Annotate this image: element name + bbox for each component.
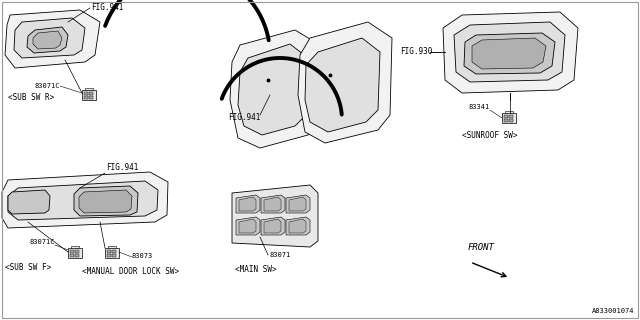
Bar (70, 250, 74, 253)
Text: 83071C: 83071C (35, 83, 60, 89)
Bar (504, 119, 508, 122)
Polygon shape (5, 10, 100, 68)
Polygon shape (14, 18, 85, 58)
Text: 83073: 83073 (132, 253, 153, 259)
Bar (504, 115, 508, 118)
Text: 83071C: 83071C (29, 239, 55, 245)
Polygon shape (230, 30, 320, 148)
Text: <SUB SW F>: <SUB SW F> (5, 263, 51, 273)
Bar (107, 250, 111, 253)
Polygon shape (289, 219, 306, 233)
Polygon shape (261, 195, 285, 213)
Polygon shape (286, 195, 310, 213)
Polygon shape (472, 38, 546, 69)
Polygon shape (464, 33, 555, 74)
Bar (89, 92, 93, 95)
Polygon shape (236, 217, 260, 235)
Bar (71, 245, 79, 248)
Bar (502, 113, 516, 123)
Text: FRONT: FRONT (468, 244, 495, 252)
Polygon shape (2, 172, 168, 228)
Bar (112, 250, 115, 253)
Text: FIG.941: FIG.941 (91, 4, 124, 12)
Text: FIG.930: FIG.930 (400, 47, 433, 57)
Polygon shape (264, 197, 281, 211)
Bar (112, 254, 115, 257)
Bar (509, 119, 513, 122)
Text: A833001074: A833001074 (591, 308, 634, 314)
Text: 83341: 83341 (468, 104, 490, 110)
Text: <SUB SW R>: <SUB SW R> (8, 93, 54, 102)
Bar (75, 250, 79, 253)
Bar (84, 96, 88, 99)
Bar (84, 92, 88, 95)
Text: 83071: 83071 (270, 252, 291, 258)
Bar (75, 254, 79, 257)
Polygon shape (286, 217, 310, 235)
Polygon shape (264, 219, 281, 233)
Polygon shape (8, 181, 158, 220)
Polygon shape (261, 217, 285, 235)
Bar (505, 110, 513, 113)
Text: <MANUAL DOOR LOCK SW>: <MANUAL DOOR LOCK SW> (82, 268, 179, 276)
Polygon shape (454, 22, 565, 82)
Bar (509, 115, 513, 118)
Text: FIG.941: FIG.941 (228, 114, 260, 123)
Text: <MAIN SW>: <MAIN SW> (235, 266, 276, 275)
Polygon shape (79, 190, 132, 213)
Text: FIG.941: FIG.941 (106, 163, 138, 172)
Bar (82, 90, 96, 100)
Text: <SUNROOF SW>: <SUNROOF SW> (462, 131, 518, 140)
Polygon shape (33, 31, 62, 49)
Polygon shape (27, 27, 68, 53)
Bar (68, 248, 82, 258)
Polygon shape (289, 197, 306, 211)
Bar (70, 254, 74, 257)
Bar (108, 245, 116, 248)
Bar (85, 87, 93, 90)
Bar (89, 96, 93, 99)
Polygon shape (236, 195, 260, 213)
Polygon shape (239, 219, 256, 233)
Polygon shape (305, 38, 380, 132)
Bar (107, 254, 111, 257)
Polygon shape (232, 185, 318, 247)
Polygon shape (238, 44, 308, 135)
Polygon shape (443, 12, 578, 93)
Polygon shape (8, 190, 50, 214)
Polygon shape (74, 186, 138, 216)
Bar (105, 248, 119, 258)
Polygon shape (239, 197, 256, 211)
Polygon shape (298, 22, 392, 143)
